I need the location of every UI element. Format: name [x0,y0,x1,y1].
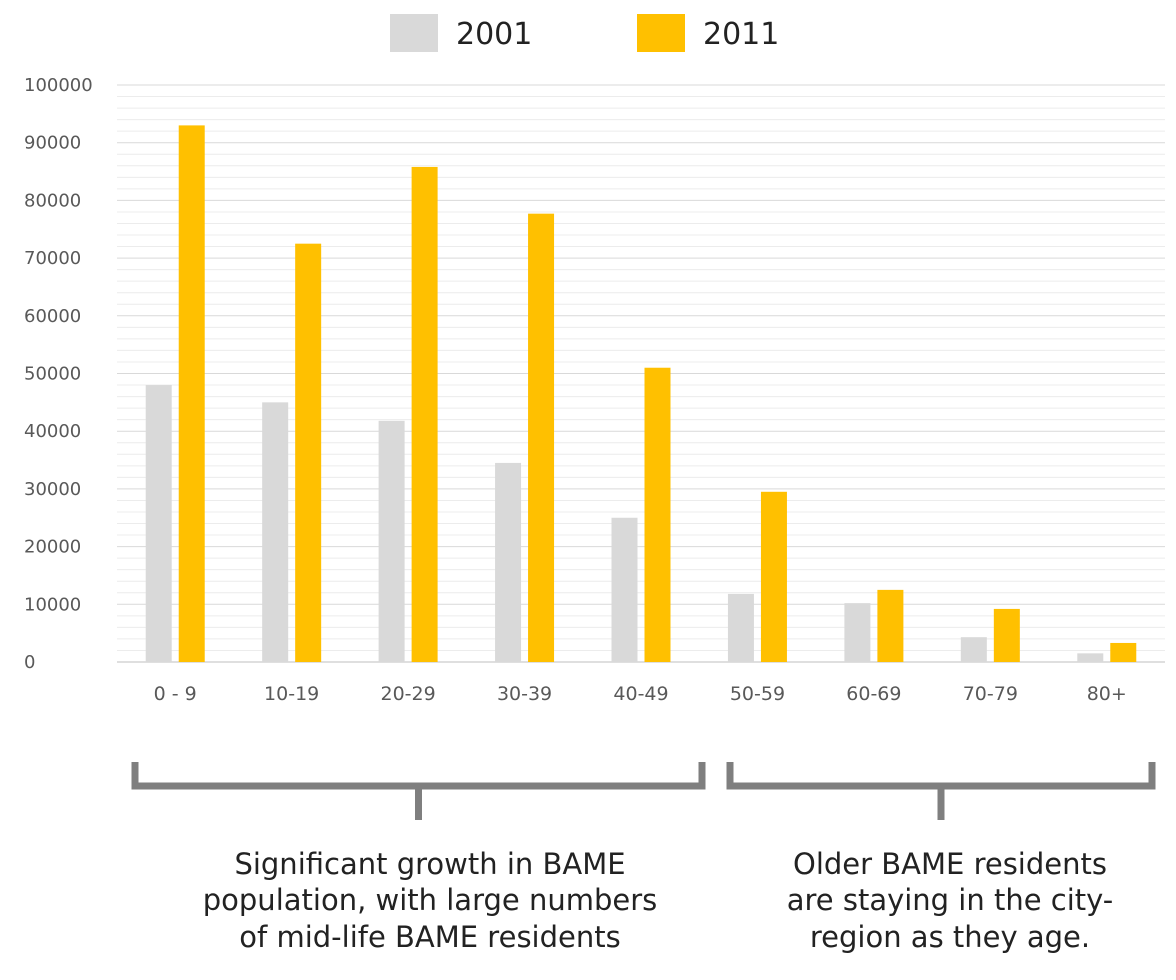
bar-2011-7 [993,608,1020,662]
y-tick-label: 60000 [24,306,81,327]
bar-2011-2 [411,166,438,662]
bars [145,125,1137,663]
bar-2001-1 [262,402,289,662]
legend-label-2001: 2001 [456,17,532,52]
annotation-left-line-3: of mid-life BAME residents [239,919,621,954]
y-tick-label: 80000 [24,190,81,211]
bar-2011-6 [877,589,904,662]
bracket-right [726,762,1156,820]
annotation-left-line-1: Significant growth in BAME [234,847,626,881]
bar-2011-5 [760,491,787,662]
x-tick-label: 70-79 [963,683,1018,705]
bar-2011-8 [1110,642,1137,662]
annotation-left-line-2: population, with large numbers [202,883,658,918]
annotation-brackets [131,762,1156,820]
bar-2001-0 [145,385,172,662]
legend-label-2011: 2011 [703,17,779,52]
annotation-right: Older BAME residents are staying in the … [740,846,1160,955]
bar-2001-7 [960,637,987,662]
y-tick-label: 0 [24,652,35,673]
x-tick-label: 50-59 [730,683,785,705]
y-tick-label: 30000 [24,479,81,500]
x-tick-label: 10-19 [264,683,319,705]
y-tick-label: 90000 [24,133,81,154]
y-tick-label: 20000 [24,537,81,558]
bar-2001-3 [495,462,522,662]
x-tick-label: 0 - 9 [154,683,197,705]
bar-2001-5 [727,593,754,662]
annotation-right-line-2: are staying in the city- [786,883,1114,918]
bar-2001-2 [378,420,405,662]
y-tick-label: 70000 [24,248,81,269]
bar-2001-8 [1077,653,1104,662]
bar-2001-6 [844,603,871,662]
y-tick-label: 40000 [24,421,81,442]
x-axis: 0 - 9 10-19 20-29 30-39 40-49 50-59 60-69 70-79… [154,683,1127,705]
bar-2011-1 [295,243,322,663]
x-tick-label: 60-69 [846,683,901,705]
x-tick-label: 40-49 [613,683,668,705]
bar-2011-3 [528,213,555,662]
annotation-right-line-1: Older BAME residents [793,847,1107,881]
legend-swatch-2001 [390,14,438,52]
bar-2001-4 [611,517,638,662]
legend-swatch-2011 [637,14,685,52]
legend: 2001 2011 [390,14,779,52]
annotation-left: Significant growth in BAME population, w… [140,846,720,955]
bar-2011-4 [644,367,671,662]
y-tick-label: 100000 [24,75,93,96]
annotation-right-line-3: region as they age. [809,919,1091,954]
y-tick-label: 50000 [24,364,81,385]
x-tick-label: 20-29 [381,683,436,705]
x-tick-label: 80+ [1087,683,1127,705]
bracket-left [131,762,706,820]
x-tick-label: 30-39 [497,683,552,705]
y-axis: 0 10000 20000 30000 40000 50000 60000 70000 8000… [24,75,93,673]
gridlines [117,84,1165,663]
y-tick-label: 10000 [24,594,81,615]
bar-2011-0 [178,125,205,662]
